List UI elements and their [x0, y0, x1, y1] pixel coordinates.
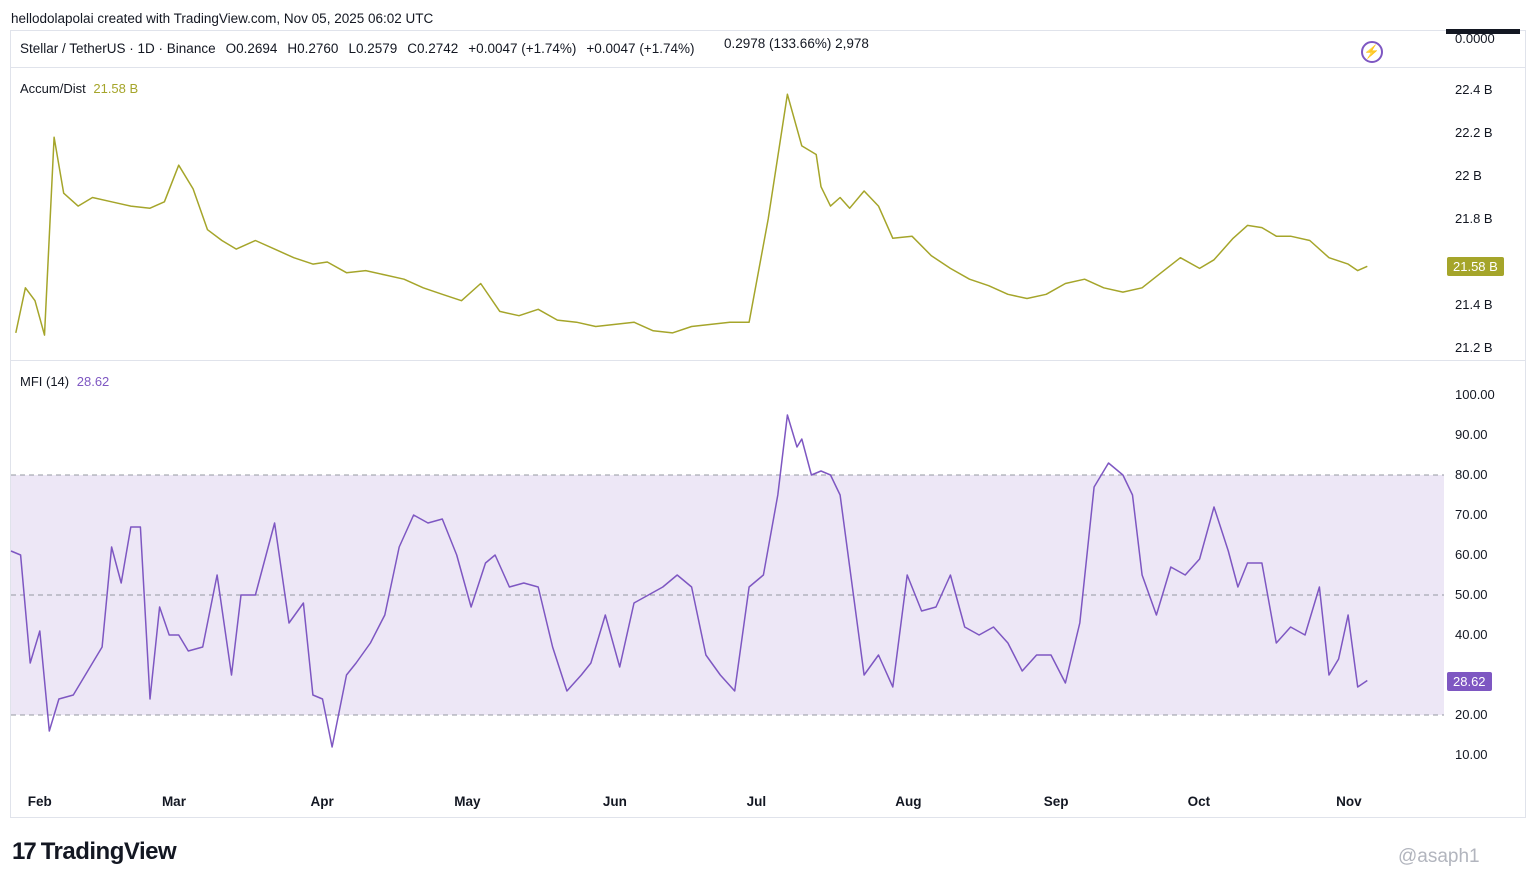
ad-axis-tick-label: 21.8 B	[1455, 211, 1493, 226]
tradingview-logo[interactable]: 17 TradingView	[12, 838, 177, 866]
pane-separator-top	[11, 67, 1525, 68]
ohlc-close: C0.2742	[407, 41, 459, 56]
chart-frame	[10, 30, 1526, 818]
mfi-axis-tick-label: 70.00	[1455, 507, 1488, 522]
ad-legend[interactable]: Accum/Dist 21.58 B	[20, 81, 138, 96]
ad-axis-tick-label: 22 B	[1455, 168, 1482, 183]
lightning-icon[interactable]: ⚡	[1361, 41, 1383, 63]
time-axis-month-label: Sep	[1043, 794, 1069, 809]
ad-axis-tick-label: 22.2 B	[1455, 125, 1493, 140]
secondary-readout: 0.2978 (133.66%) 2,978	[724, 36, 869, 51]
symbol-legend: Stellar / TetherUS · 1D · Binance O0.269…	[20, 41, 694, 56]
mfi-axis-tick-label: 80.00	[1455, 467, 1488, 482]
mfi-axis-tick-label: 60.00	[1455, 547, 1488, 562]
time-axis-month-label: Apr	[310, 794, 334, 809]
mfi-last-value-badge: 28.62	[1447, 671, 1492, 691]
price-marker-bar	[1446, 29, 1520, 34]
time-axis-month-label: May	[454, 794, 481, 809]
ohlc-open: O0.2694	[225, 41, 278, 56]
ad-axis-tick-label: 21.2 B	[1455, 340, 1493, 355]
ad-legend-value: 21.58 B	[93, 81, 139, 96]
mfi-legend[interactable]: MFI (14) 28.62	[20, 374, 109, 389]
mfi-axis-tick-label: 20.00	[1455, 707, 1488, 722]
time-axis-month-label: Oct	[1187, 794, 1211, 809]
chart-caption: hellodolapolai created with TradingView.…	[11, 11, 434, 26]
time-axis-month-label: Aug	[895, 794, 922, 809]
price-change: +0.0047 (+1.74%)	[468, 41, 577, 56]
watermark-text: @asaph1	[1398, 846, 1480, 867]
ad-axis-tick-label: 22.4 B	[1455, 82, 1493, 97]
time-axis-month-label: Jun	[602, 794, 627, 809]
pane-separator-middle	[11, 360, 1525, 361]
ad-legend-title: Accum/Dist	[20, 81, 86, 96]
ohlc-high: H0.2760	[287, 41, 339, 56]
symbol-title[interactable]: Stellar / TetherUS · 1D · Binance	[20, 41, 216, 56]
mfi-axis-tick-label: 40.00	[1455, 627, 1488, 642]
tradingview-logo-mark: 17	[12, 838, 37, 865]
mfi-legend-value: 28.62	[76, 374, 110, 389]
mfi-axis-tick-label: 90.00	[1455, 427, 1488, 442]
ad-axis-tick-label: 21.4 B	[1455, 297, 1493, 312]
time-axis-month-label: Feb	[27, 794, 52, 809]
time-axis-month-label: Jul	[746, 794, 767, 809]
time-axis-month-label: Mar	[161, 794, 186, 809]
mfi-axis-tick-label: 10.00	[1455, 747, 1488, 762]
mfi-axis-tick-label: 50.00	[1455, 587, 1488, 602]
ad-series-line	[15, 93, 1368, 336]
time-axis-month-label: Nov	[1336, 794, 1362, 809]
ohlc-low: L0.2579	[348, 41, 398, 56]
price-axis-cut-label: 0.0000	[1455, 31, 1495, 46]
ad-last-value-badge: 21.58 B	[1447, 257, 1504, 277]
mfi-legend-title: MFI (14)	[20, 374, 70, 389]
mfi-axis-tick-label: 100.00	[1455, 387, 1495, 402]
tradingview-logo-text: TradingView	[40, 838, 177, 865]
mfi-series-line	[10, 414, 1368, 748]
price-change-secondary: +0.0047 (+1.74%)	[586, 41, 695, 56]
